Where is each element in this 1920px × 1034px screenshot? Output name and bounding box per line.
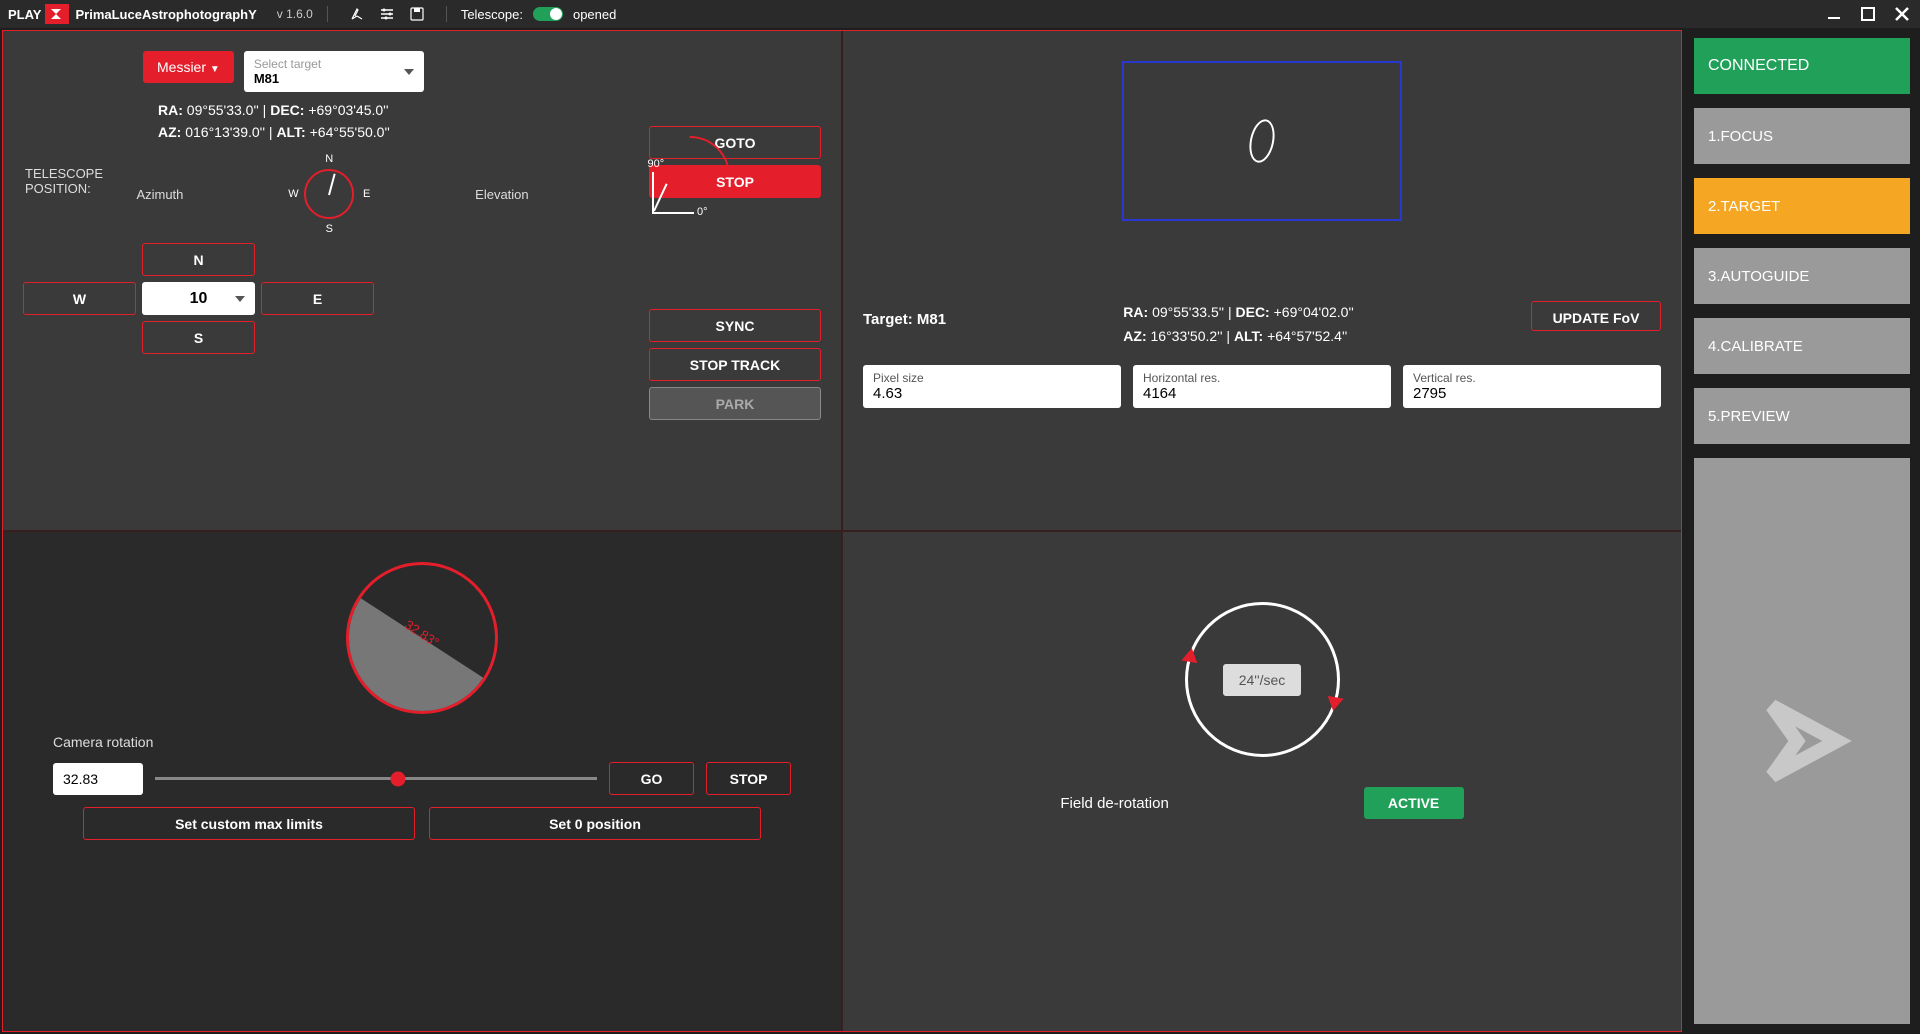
panel-telescope: Messier ▼ Select target M81 GOTO STOP TE… — [3, 31, 841, 530]
divider — [446, 6, 447, 22]
east-button[interactable]: E — [261, 282, 374, 315]
sidebar-item-preview[interactable]: 5.PREVIEW — [1694, 388, 1910, 444]
save-icon[interactable] — [408, 5, 426, 23]
park-button[interactable]: PARK — [649, 387, 821, 420]
target-coords: RA: 09°55'33.5'' | DEC: +69°04'02.0'' AZ… — [1123, 301, 1354, 349]
rotation-slider[interactable] — [155, 777, 597, 780]
rotation-dial: 32.83° — [346, 562, 498, 714]
stop-track-button[interactable]: STOP TRACK — [649, 348, 821, 381]
target-value: M81 — [254, 71, 414, 86]
horizontal-res-input[interactable]: Horizontal res. 4164 — [1133, 365, 1391, 408]
sidebar-item-target[interactable]: 2.TARGET — [1694, 178, 1910, 234]
vertical-res-input[interactable]: Vertical res. 2795 — [1403, 365, 1661, 408]
telescope-coords-line1: RA: 09°55'33.0'' | DEC: +69°03'45.0'' — [158, 102, 821, 118]
derotation-dial: 24''/sec — [1185, 602, 1340, 757]
maximize-icon[interactable] — [1858, 4, 1878, 24]
pixel-size-input[interactable]: Pixel size 4.63 — [863, 365, 1121, 408]
app-name: PrimaLuceAstrophotographY — [75, 7, 256, 22]
arrow-left-icon — [1178, 648, 1197, 668]
telescope-toggle[interactable] — [533, 7, 563, 21]
sidebar-connected[interactable]: CONNECTED — [1694, 38, 1910, 94]
panel-target: Target: M81 RA: 09°55'33.5'' | DEC: +69°… — [843, 31, 1681, 530]
app-logo — [45, 4, 69, 24]
derotation-active-button[interactable]: ACTIVE — [1364, 787, 1464, 819]
telescope-state: opened — [573, 7, 616, 22]
elevation-gauge: 90° 0° — [652, 174, 692, 214]
set-zero-button[interactable]: Set 0 position — [429, 807, 761, 840]
rotation-go-button[interactable]: GO — [609, 762, 694, 795]
goto-button[interactable]: GOTO — [649, 126, 821, 159]
fov-preview — [1122, 61, 1402, 221]
telescope-label: Telescope: — [461, 7, 523, 22]
rotation-stop-button[interactable]: STOP — [706, 762, 791, 795]
sidebar-item-focus[interactable]: 1.FOCUS — [1694, 108, 1910, 164]
catalog-dropdown[interactable]: Messier ▼ — [143, 51, 234, 83]
target-name: Target: M81 — [863, 311, 946, 328]
app-version: v 1.6.0 — [277, 7, 313, 21]
rotation-label: Camera rotation — [53, 734, 821, 750]
position-label: TELESCOPE POSITION: — [25, 166, 103, 196]
panel-rotation: 32.83° Camera rotation GO STOP Set custo… — [3, 532, 841, 1031]
sidebar-item-autoguide[interactable]: 3.AUTOGUIDE — [1694, 248, 1910, 304]
close-icon[interactable] — [1892, 4, 1912, 24]
rotation-angle-input[interactable] — [53, 763, 143, 795]
target-select[interactable]: Select target M81 — [244, 51, 424, 92]
azimuth-label: Azimuth — [136, 187, 183, 202]
step-select[interactable]: 10 — [142, 282, 255, 315]
west-button[interactable]: W — [23, 282, 136, 315]
north-button[interactable]: N — [142, 243, 255, 276]
titlebar: PLAY PrimaLuceAstrophotographY v 1.6.0 T… — [0, 0, 1920, 28]
main-grid: Messier ▼ Select target M81 GOTO STOP TE… — [2, 30, 1682, 1032]
sidebar-item-calibrate[interactable]: 4.CALIBRATE — [1694, 318, 1910, 374]
set-limits-button[interactable]: Set custom max limits — [83, 807, 415, 840]
sync-button[interactable]: SYNC — [649, 309, 821, 342]
derotation-label: Field de-rotation — [1060, 795, 1168, 812]
sidebar-logo — [1694, 458, 1910, 1024]
target-placeholder: Select target — [254, 57, 414, 71]
window-controls — [1824, 4, 1912, 24]
target-marker — [1246, 117, 1279, 165]
derotation-rate: 24''/sec — [1223, 664, 1302, 696]
arrow-right-icon — [1327, 691, 1346, 711]
azimuth-compass: N S E W — [290, 155, 368, 233]
minimize-icon[interactable] — [1824, 4, 1844, 24]
south-button[interactable]: S — [142, 321, 255, 354]
telescope-icon[interactable] — [348, 5, 366, 23]
divider — [327, 6, 328, 22]
sidebar: CONNECTED 1.FOCUS 2.TARGET 3.AUTOGUIDE 4… — [1684, 28, 1920, 1034]
panel-derotation: 24''/sec Field de-rotation ACTIVE — [843, 532, 1681, 1031]
app-prefix: PLAY — [8, 7, 41, 22]
sliders-icon[interactable] — [378, 5, 396, 23]
update-fov-button[interactable]: UPDATE FoV — [1531, 301, 1661, 331]
elevation-label: Elevation — [475, 187, 528, 202]
